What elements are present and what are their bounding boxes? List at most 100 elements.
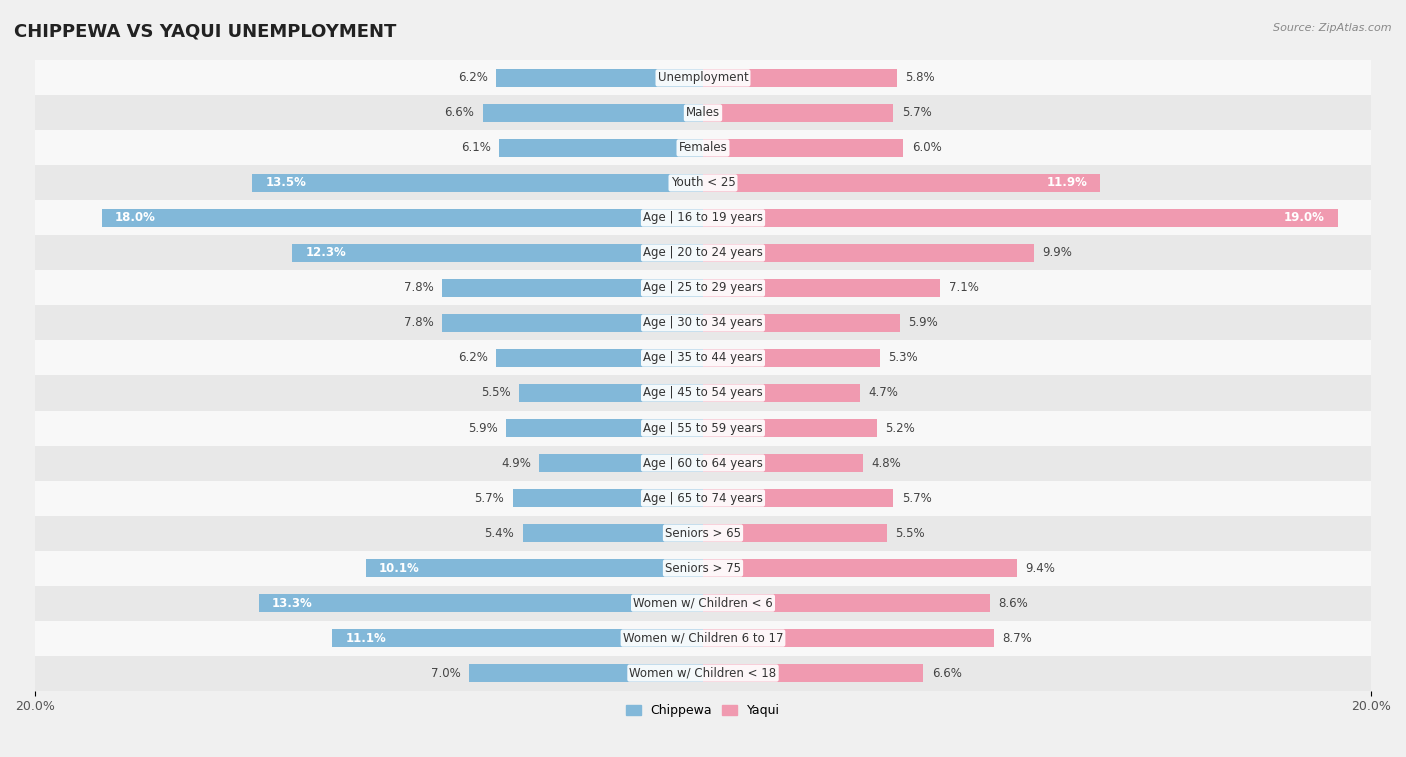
Text: Age | 35 to 44 years: Age | 35 to 44 years <box>643 351 763 364</box>
Text: Age | 45 to 54 years: Age | 45 to 54 years <box>643 387 763 400</box>
Bar <box>523 524 703 542</box>
Bar <box>540 454 703 472</box>
Bar <box>35 235 1371 270</box>
Text: Males: Males <box>686 107 720 120</box>
Bar <box>443 314 703 332</box>
Text: Age | 20 to 24 years: Age | 20 to 24 years <box>643 247 763 260</box>
Text: 5.2%: 5.2% <box>884 422 915 435</box>
Text: Age | 60 to 64 years: Age | 60 to 64 years <box>643 456 763 469</box>
Text: Source: ZipAtlas.com: Source: ZipAtlas.com <box>1274 23 1392 33</box>
Text: 5.7%: 5.7% <box>901 107 932 120</box>
Text: 4.8%: 4.8% <box>872 456 901 469</box>
Text: Age | 65 to 74 years: Age | 65 to 74 years <box>643 491 763 504</box>
Text: 4.7%: 4.7% <box>869 387 898 400</box>
Text: 5.5%: 5.5% <box>896 527 925 540</box>
Bar <box>35 621 1371 656</box>
Text: Age | 25 to 29 years: Age | 25 to 29 years <box>643 282 763 294</box>
Bar <box>703 279 941 297</box>
Bar <box>35 586 1371 621</box>
Bar <box>35 410 1371 446</box>
Text: Unemployment: Unemployment <box>658 71 748 85</box>
Bar <box>35 130 1371 166</box>
Bar <box>35 166 1371 201</box>
Bar <box>703 244 1033 262</box>
Bar <box>35 201 1371 235</box>
Text: 7.8%: 7.8% <box>405 316 434 329</box>
Text: 6.6%: 6.6% <box>932 667 962 680</box>
Bar <box>35 516 1371 550</box>
Text: 5.9%: 5.9% <box>908 316 938 329</box>
Bar <box>482 104 703 122</box>
Text: Women w/ Children 6 to 17: Women w/ Children 6 to 17 <box>623 631 783 644</box>
Text: 9.9%: 9.9% <box>1042 247 1071 260</box>
Bar <box>703 349 880 367</box>
Legend: Chippewa, Yaqui: Chippewa, Yaqui <box>620 699 786 722</box>
Text: 9.4%: 9.4% <box>1025 562 1056 575</box>
Text: 5.9%: 5.9% <box>468 422 498 435</box>
Text: 6.1%: 6.1% <box>461 142 491 154</box>
Bar <box>703 559 1017 577</box>
Text: 13.3%: 13.3% <box>273 597 314 609</box>
Bar <box>519 384 703 402</box>
Bar <box>703 174 1101 192</box>
Bar <box>703 664 924 682</box>
Bar <box>35 306 1371 341</box>
Bar <box>703 384 860 402</box>
Text: Seniors > 65: Seniors > 65 <box>665 527 741 540</box>
Bar <box>35 375 1371 410</box>
Bar <box>513 489 703 507</box>
Text: 5.7%: 5.7% <box>901 491 932 504</box>
Text: 8.6%: 8.6% <box>998 597 1028 609</box>
Bar <box>496 69 703 87</box>
Bar <box>703 139 904 157</box>
Text: 11.1%: 11.1% <box>346 631 387 644</box>
Text: 4.9%: 4.9% <box>501 456 531 469</box>
Bar <box>506 419 703 437</box>
Text: Age | 16 to 19 years: Age | 16 to 19 years <box>643 211 763 225</box>
Text: 19.0%: 19.0% <box>1284 211 1324 225</box>
Bar <box>259 594 703 612</box>
Text: 5.3%: 5.3% <box>889 351 918 364</box>
Bar <box>35 270 1371 306</box>
Bar <box>703 69 897 87</box>
Text: 6.2%: 6.2% <box>458 71 488 85</box>
Bar <box>470 664 703 682</box>
Text: 5.4%: 5.4% <box>485 527 515 540</box>
Text: 6.6%: 6.6% <box>444 107 474 120</box>
Text: Females: Females <box>679 142 727 154</box>
Bar <box>35 446 1371 481</box>
Text: Youth < 25: Youth < 25 <box>671 176 735 189</box>
Text: 6.0%: 6.0% <box>911 142 942 154</box>
Text: 8.7%: 8.7% <box>1002 631 1032 644</box>
Bar <box>496 349 703 367</box>
Text: Age | 30 to 34 years: Age | 30 to 34 years <box>643 316 763 329</box>
Text: 11.9%: 11.9% <box>1046 176 1087 189</box>
Bar <box>35 550 1371 586</box>
Bar <box>703 104 893 122</box>
Text: 18.0%: 18.0% <box>115 211 156 225</box>
Bar <box>703 419 877 437</box>
Bar <box>703 314 900 332</box>
Bar <box>703 454 863 472</box>
Bar <box>703 594 990 612</box>
Text: 10.1%: 10.1% <box>380 562 420 575</box>
Bar <box>252 174 703 192</box>
Bar <box>35 61 1371 95</box>
Bar <box>443 279 703 297</box>
Text: 5.8%: 5.8% <box>905 71 935 85</box>
Text: Women w/ Children < 18: Women w/ Children < 18 <box>630 667 776 680</box>
Text: 13.5%: 13.5% <box>266 176 307 189</box>
Text: CHIPPEWA VS YAQUI UNEMPLOYMENT: CHIPPEWA VS YAQUI UNEMPLOYMENT <box>14 23 396 41</box>
Bar <box>35 656 1371 690</box>
Bar <box>703 489 893 507</box>
Bar <box>703 629 994 647</box>
Bar <box>35 95 1371 130</box>
Bar <box>703 209 1337 227</box>
Text: Women w/ Children < 6: Women w/ Children < 6 <box>633 597 773 609</box>
Bar <box>35 341 1371 375</box>
Text: 7.0%: 7.0% <box>432 667 461 680</box>
Text: 6.2%: 6.2% <box>458 351 488 364</box>
Bar <box>292 244 703 262</box>
Bar <box>499 139 703 157</box>
Text: 5.7%: 5.7% <box>474 491 505 504</box>
